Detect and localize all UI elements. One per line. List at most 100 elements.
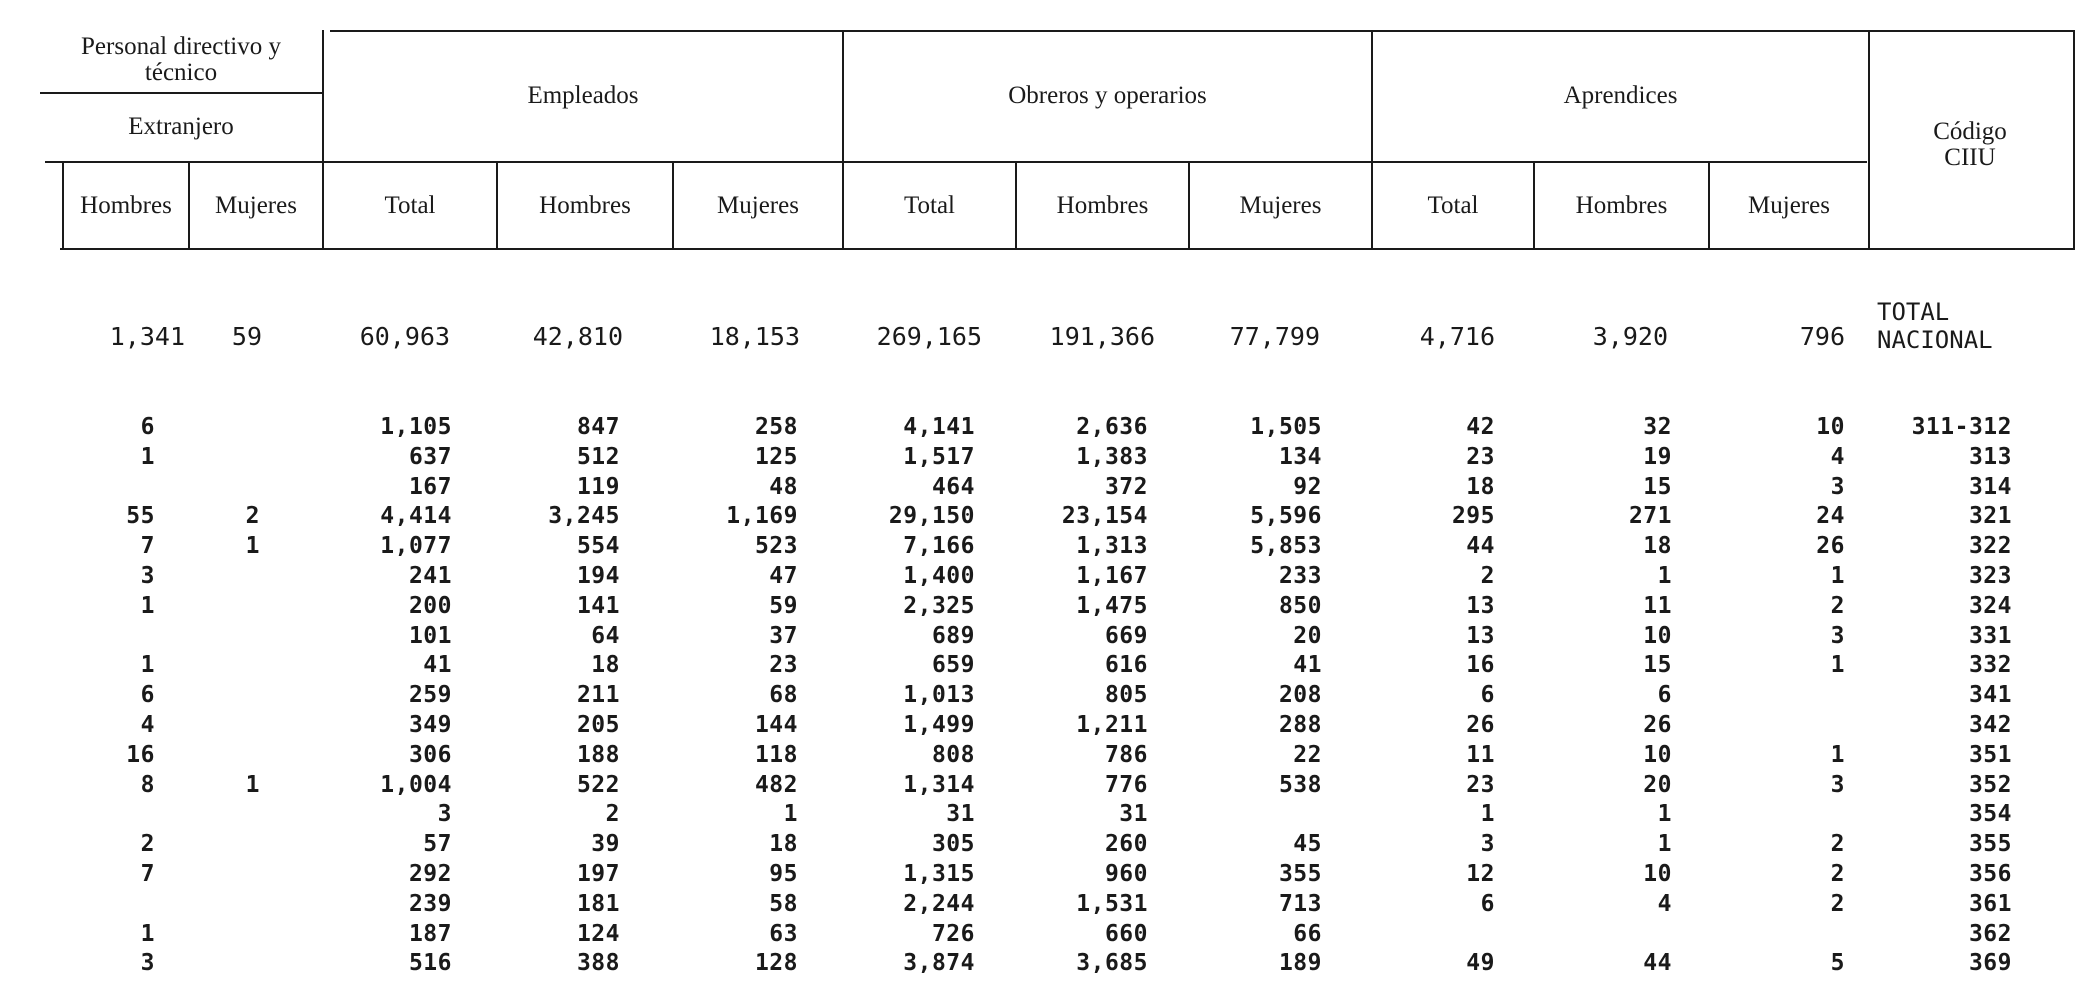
cell-obr-mujeres: 20 (1293, 622, 1322, 649)
cell-apr-total: 2 (1480, 563, 1495, 589)
cell-emp-mujeres: 1,169 (726, 503, 798, 530)
cell-emp-hombres: 522 (576, 771, 620, 798)
cell-apr-total: 26 (1466, 712, 1495, 738)
total-label-nacional: NACIONAL (1877, 326, 1993, 354)
cell-apr-mujeres: 5 (1830, 950, 1845, 977)
header-subrule-personal (40, 92, 322, 94)
cell-obr-mujeres: 66 (1293, 920, 1322, 947)
subheader-apr-total: Total (1427, 191, 1479, 219)
cell-apr-mujeres: 2 (1830, 890, 1845, 917)
cell-obr-total: 808 (931, 741, 975, 768)
cell-apr-hombres: 10 (1643, 622, 1672, 649)
total-apr-total: 4,716 (1419, 322, 1495, 351)
cell-obr-hombres: 776 (1104, 771, 1148, 798)
cell-emp-total: 1,077 (380, 533, 452, 560)
cell-codigo: 341 (1968, 682, 2012, 709)
cell-apr-hombres: 6 (1657, 682, 1672, 709)
cell-obr-hombres: 616 (1104, 652, 1148, 679)
total-obr-total: 269,165 (876, 322, 982, 351)
subheader-obr-total: Total (903, 191, 955, 219)
cell-apr-mujeres: 2 (1830, 831, 1845, 858)
cell-ext-hombres: 7 (140, 861, 155, 887)
header-aprendices: Aprendices (1563, 82, 1678, 109)
cell-apr-total: 13 (1466, 622, 1495, 649)
cell-emp-mujeres: 144 (754, 712, 798, 738)
cell-emp-mujeres: 523 (754, 533, 798, 560)
cell-obr-hombres: 1,475 (1076, 592, 1148, 619)
cell-obr-mujeres: 1,505 (1250, 414, 1322, 440)
vline-obr-2 (1188, 161, 1190, 250)
cell-apr-mujeres: 10 (1816, 414, 1845, 440)
cell-ext-hombres: 1 (140, 592, 155, 619)
cell-codigo: 351 (1968, 741, 2012, 768)
cell-apr-hombres: 1 (1657, 801, 1672, 828)
cell-obr-mujeres: 233 (1278, 563, 1322, 589)
cell-obr-mujeres: 355 (1278, 861, 1322, 887)
cell-emp-total: 57 (423, 831, 452, 858)
header-bottom-rule (60, 248, 2075, 250)
cell-emp-hombres: 3,245 (548, 503, 620, 530)
cell-emp-total: 200 (408, 592, 452, 619)
cell-emp-mujeres: 23 (769, 652, 798, 679)
cell-codigo: 356 (1968, 861, 2012, 887)
header-personal-directivo: Personal directivo y técnico (81, 33, 281, 86)
cell-apr-mujeres: 3 (1830, 771, 1845, 798)
cell-obr-total: 726 (931, 920, 975, 947)
vline-ext-mid (188, 161, 190, 250)
cell-obr-total: 1,499 (903, 712, 975, 738)
total-emp-hombres: 42,810 (532, 322, 623, 351)
cell-apr-hombres: 20 (1643, 771, 1672, 798)
cell-emp-total: 292 (408, 861, 452, 887)
cell-apr-hombres: 4 (1657, 890, 1672, 917)
cell-apr-hombres: 18 (1643, 533, 1672, 560)
cell-apr-total: 23 (1466, 771, 1495, 798)
cell-emp-hombres: 2 (605, 801, 620, 828)
cell-obr-mujeres: 92 (1293, 473, 1322, 500)
total-obr-mujeres: 77,799 (1229, 322, 1320, 351)
total-apr-mujeres: 796 (1799, 322, 1845, 351)
cell-apr-mujeres: 2 (1830, 861, 1845, 887)
cell-obr-total: 1,400 (903, 563, 975, 589)
cell-codigo: 324 (1968, 592, 2012, 619)
header-extranjero: Extranjero (128, 113, 234, 140)
cell-ext-hombres: 7 (140, 533, 155, 560)
cell-emp-mujeres: 68 (769, 682, 798, 709)
vline-apr-2 (1708, 161, 1710, 250)
cell-emp-hombres: 554 (576, 533, 620, 560)
subheader-apr-mujeres: Mujeres (1748, 191, 1830, 219)
cell-obr-mujeres: 5,596 (1250, 503, 1322, 530)
subheader-obr-hombres: Hombres (1056, 191, 1149, 219)
cell-codigo: 355 (1968, 831, 2012, 858)
cell-obr-total: 7,166 (903, 533, 975, 560)
vline-obreros-right (1371, 30, 1373, 250)
cell-emp-total: 187 (408, 920, 452, 947)
cell-apr-total: 49 (1466, 950, 1495, 977)
cell-obr-total: 3,874 (903, 950, 975, 977)
subheader-apr-hombres: Hombres (1575, 191, 1668, 219)
cell-emp-mujeres: 37 (769, 622, 798, 649)
cell-obr-total: 4,141 (903, 414, 975, 440)
cell-emp-hombres: 188 (576, 741, 620, 768)
cell-ext-mujeres: 1 (245, 533, 260, 560)
cell-obr-total: 464 (931, 473, 975, 500)
cell-codigo: 369 (1968, 950, 2012, 977)
cell-obr-hombres: 960 (1104, 861, 1148, 887)
cell-obr-total: 2,325 (903, 592, 975, 619)
cell-emp-hombres: 512 (576, 443, 620, 470)
cell-ext-hombres: 6 (140, 414, 155, 440)
vline-ext-left (62, 161, 64, 250)
cell-apr-mujeres: 3 (1830, 473, 1845, 500)
cell-emp-mujeres: 1 (783, 801, 798, 828)
cell-apr-hombres: 271 (1628, 503, 1672, 530)
cell-apr-hombres: 19 (1643, 443, 1672, 470)
header-empleados: Empleados (527, 82, 639, 109)
total-emp-mujeres: 18,153 (709, 322, 800, 351)
cell-ext-hombres: 1 (140, 443, 155, 470)
cell-emp-total: 41 (423, 652, 452, 679)
cell-emp-total: 306 (408, 741, 452, 768)
cell-ext-mujeres: 2 (245, 503, 260, 530)
subheader-emp-hombres: Hombres (539, 191, 631, 219)
cell-apr-total: 13 (1466, 592, 1495, 619)
cell-emp-total: 259 (408, 682, 452, 709)
cell-obr-total: 29,150 (888, 503, 975, 530)
